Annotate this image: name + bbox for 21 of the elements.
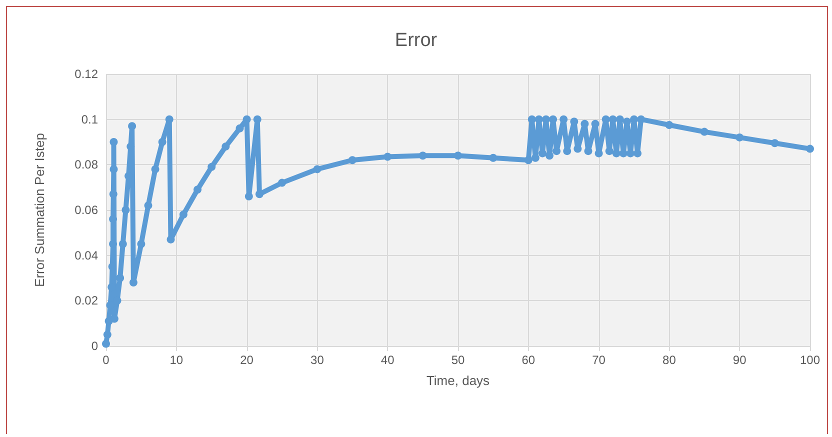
- x-tick-label: 100: [800, 353, 820, 367]
- x-tick-label: 90: [732, 353, 747, 367]
- x-axis-title: Time, days: [426, 373, 490, 388]
- x-tick-label: 50: [451, 353, 465, 367]
- y-tick-label: 0.04: [74, 248, 98, 262]
- x-tick-label: 80: [662, 353, 676, 367]
- y-tick-label: 0: [91, 339, 98, 353]
- y-tick-label: 0.02: [74, 294, 98, 308]
- y-tick-label: 0.12: [74, 67, 98, 81]
- y-tick-label: 0.1: [81, 112, 98, 126]
- y-axis-title: Error Summation Per Istep: [32, 133, 47, 287]
- chart-title: Error: [394, 30, 438, 51]
- x-tick-label: 60: [522, 353, 536, 367]
- x-tick-label: 0: [102, 353, 110, 367]
- x-tick-label: 70: [592, 353, 606, 367]
- y-tick-label: 0.06: [74, 203, 98, 217]
- y-tick-label: 0.08: [74, 158, 98, 172]
- x-tick-label: 10: [170, 353, 184, 367]
- x-tick-label: 20: [240, 353, 254, 367]
- x-tick-label: 30: [310, 353, 324, 367]
- x-tick-label: 40: [380, 353, 395, 367]
